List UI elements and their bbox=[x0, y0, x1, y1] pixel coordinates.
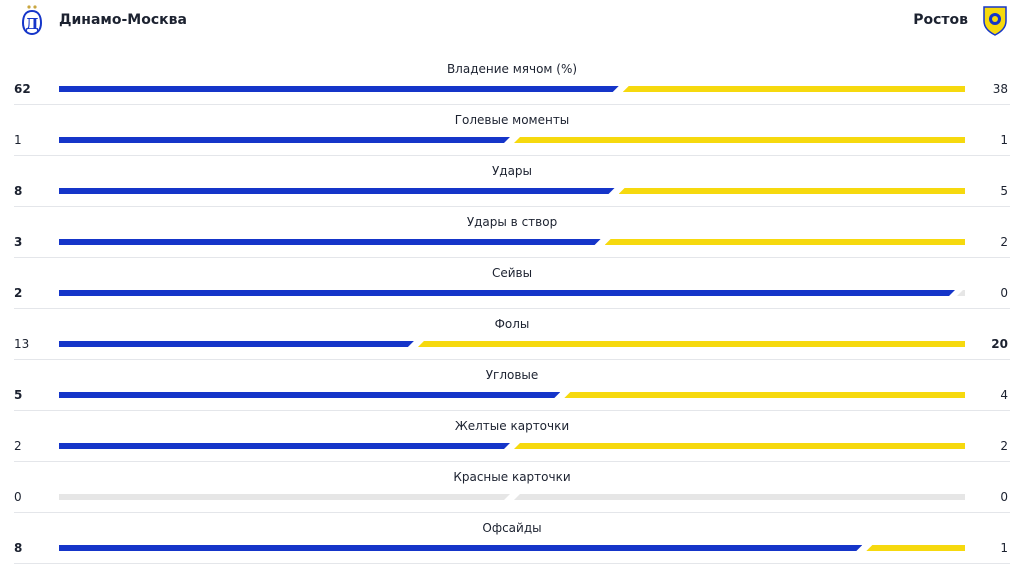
away-bar-segment bbox=[866, 545, 965, 551]
stat-label: Удары bbox=[491, 164, 533, 178]
stat-row: Красные карточки 0 0 bbox=[14, 462, 1010, 513]
away-bar-segment bbox=[622, 86, 965, 92]
stat-label: Фолы bbox=[494, 317, 530, 331]
svg-text:Д: Д bbox=[25, 15, 38, 33]
away-bar-segment bbox=[957, 290, 965, 296]
stat-bar bbox=[59, 86, 965, 92]
home-bar-segment bbox=[59, 239, 601, 245]
home-bar-segment bbox=[59, 392, 560, 398]
stat-bar bbox=[59, 137, 965, 143]
home-stat-value: 2 bbox=[14, 286, 23, 300]
away-bar-segment bbox=[417, 341, 965, 347]
away-stat-value: 2 bbox=[1000, 439, 1008, 453]
away-team[interactable]: Ростов bbox=[913, 4, 1008, 36]
away-stat-value: 1 bbox=[1000, 133, 1008, 147]
match-header: Д Динамо-Москва Ростов bbox=[0, 0, 1024, 38]
away-bar-segment bbox=[564, 392, 965, 398]
home-bar-segment bbox=[59, 86, 619, 92]
stat-row: Удары в створ 3 2 bbox=[14, 207, 1010, 258]
stat-bar bbox=[59, 443, 965, 449]
stat-label: Офсайды bbox=[482, 521, 542, 535]
home-stat-value: 8 bbox=[14, 184, 23, 198]
home-stat-value: 8 bbox=[14, 541, 23, 555]
away-stat-value: 0 bbox=[1000, 286, 1008, 300]
stat-bar bbox=[59, 239, 965, 245]
away-bar-segment bbox=[618, 188, 965, 194]
away-stat-value: 0 bbox=[1000, 490, 1008, 504]
home-stat-value: 13 bbox=[14, 337, 30, 351]
home-stat-value: 1 bbox=[14, 133, 22, 147]
stat-row: Офсайды 8 1 bbox=[14, 513, 1010, 564]
home-stat-value: 62 bbox=[14, 82, 31, 96]
stat-label: Угловые bbox=[485, 368, 539, 382]
stat-bar bbox=[59, 188, 965, 194]
stat-label: Владение мячом (%) bbox=[446, 62, 578, 76]
home-stat-value: 2 bbox=[14, 439, 22, 453]
dynamo-crest-icon: Д bbox=[21, 5, 43, 36]
home-stat-value: 3 bbox=[14, 235, 23, 249]
home-bar-segment bbox=[59, 137, 510, 143]
away-bar-segment bbox=[514, 137, 965, 143]
stat-row: Владение мячом (%) 62 38 bbox=[14, 54, 1010, 105]
stat-row: Удары 8 5 bbox=[14, 156, 1010, 207]
home-bar-segment bbox=[59, 290, 955, 296]
stat-row: Сейвы 2 0 bbox=[14, 258, 1010, 309]
stat-row: Голевые моменты 1 1 bbox=[14, 105, 1010, 156]
away-bar-segment bbox=[514, 443, 965, 449]
home-stat-value: 0 bbox=[14, 490, 22, 504]
away-stat-value: 38 bbox=[992, 82, 1008, 96]
stat-row: Фолы 13 20 bbox=[14, 309, 1010, 360]
home-bar-segment bbox=[59, 188, 615, 194]
home-bar-segment bbox=[59, 545, 862, 551]
stat-label: Голевые моменты bbox=[454, 113, 570, 127]
away-bar-segment bbox=[514, 494, 965, 500]
home-bar-segment bbox=[59, 443, 510, 449]
stat-row: Желтые карточки 2 2 bbox=[14, 411, 1010, 462]
home-team-name: Динамо-Москва bbox=[59, 12, 187, 28]
home-stat-value: 5 bbox=[14, 388, 23, 402]
away-stat-value: 20 bbox=[991, 337, 1008, 351]
home-bar-segment bbox=[59, 341, 414, 347]
stat-bar bbox=[59, 290, 965, 296]
home-team[interactable]: Д Динамо-Москва bbox=[19, 4, 187, 36]
away-stat-value: 1 bbox=[1000, 541, 1008, 555]
rostov-crest-icon bbox=[983, 6, 1007, 36]
stat-label: Удары в створ bbox=[466, 215, 558, 229]
away-stat-value: 2 bbox=[1000, 235, 1008, 249]
stat-bar bbox=[59, 545, 965, 551]
away-stat-value: 4 bbox=[1000, 388, 1008, 402]
stat-bar bbox=[59, 494, 965, 500]
home-bar-segment bbox=[59, 494, 510, 500]
stat-row: Угловые 5 4 bbox=[14, 360, 1010, 411]
stat-bar bbox=[59, 341, 965, 347]
stat-bar bbox=[59, 392, 965, 398]
away-team-name: Ростов bbox=[913, 12, 968, 28]
away-stat-value: 5 bbox=[1000, 184, 1008, 198]
stat-label: Сейвы bbox=[491, 266, 533, 280]
away-bar-segment bbox=[604, 239, 965, 245]
stat-label: Красные карточки bbox=[453, 470, 571, 484]
stat-label: Желтые карточки bbox=[454, 419, 570, 433]
